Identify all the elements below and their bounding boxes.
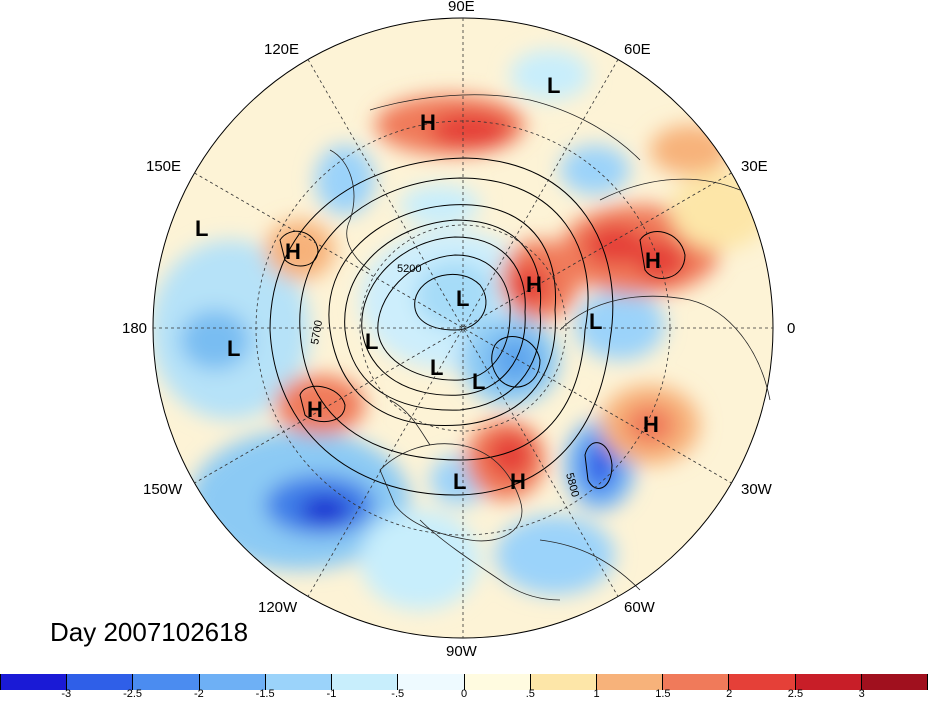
colorbar [0, 674, 928, 690]
lon-label-60w: 60W [624, 599, 655, 616]
colorbar-cell [67, 674, 134, 690]
anomaly-field [153, 18, 773, 638]
lon-label-150e: 150E [146, 158, 182, 175]
colorbar-tick-label: 2 [726, 688, 733, 700]
colorbar-tick-label: 3 [858, 688, 865, 700]
colorbar-cell [332, 674, 399, 690]
colorbar-cell [265, 674, 333, 690]
high-center: H [285, 239, 301, 264]
high-center: H [420, 110, 436, 135]
colorbar-tick-label: 0 [460, 688, 468, 700]
low-center: L [456, 286, 469, 311]
lon-label-90w: 90W [446, 643, 477, 660]
lon-label-150w: 150W [143, 481, 183, 498]
high-center: H [643, 412, 659, 437]
colorbar-cell [464, 674, 531, 690]
high-center: H [526, 272, 542, 297]
colorbar-tick-label: 2.5 [787, 688, 804, 700]
high-center: H [307, 397, 323, 422]
colorbar-tick-label: -2.5 [123, 688, 143, 700]
graticule [153, 18, 773, 638]
colorbar-cell [398, 674, 465, 690]
low-center: L [430, 355, 443, 380]
colorbar-cell [795, 674, 862, 690]
colorbar-tick-label: -.5 [391, 688, 405, 700]
high-center: H [510, 469, 526, 494]
day-title: Day 2007102618 [50, 617, 249, 647]
colorbar-cell [0, 674, 68, 690]
colorbar-tick-label: 1.5 [655, 688, 671, 700]
colorbar-cell [530, 674, 597, 690]
lon-label-30w: 30W [741, 481, 772, 498]
colorbar-cell [133, 674, 200, 690]
contour-label: 5700 [309, 319, 325, 345]
lon-label-90e: 90E [448, 0, 475, 15]
low-center: L [547, 73, 560, 98]
high-center: H [645, 248, 661, 273]
colorbar-tick-label: -1.5 [255, 688, 275, 700]
low-center: L [453, 469, 466, 494]
colorbar-cell [663, 674, 730, 690]
colorbar-cell [729, 674, 796, 690]
lon-label-120w: 120W [258, 599, 298, 616]
lon-label-180: 180 [122, 320, 148, 337]
contour-label: 5200 [397, 263, 421, 275]
colorbar-cell [199, 674, 266, 690]
low-center: L [195, 216, 208, 241]
colorbar-cell [861, 674, 928, 690]
low-center: L [589, 309, 602, 334]
lon-label-0: 0 [787, 320, 796, 337]
lon-label-30e: 30E [741, 158, 768, 175]
colorbar-tick-label: -2 [193, 688, 204, 700]
colorbar-tick-label: 1 [593, 688, 600, 700]
colorbar-tick-label: -1 [326, 688, 337, 700]
colorbar-tick-label: .5 [525, 688, 535, 700]
lon-label-60e: 60E [624, 41, 651, 58]
low-center: L [472, 369, 485, 394]
colorbar-cell [596, 674, 664, 690]
coastlines [329, 94, 771, 601]
colorbar-tick-label: -3 [61, 688, 72, 700]
lon-label-120e: 120E [264, 41, 300, 58]
height-contours [269, 157, 686, 496]
low-center: L [365, 329, 378, 354]
low-center: L [227, 336, 240, 361]
